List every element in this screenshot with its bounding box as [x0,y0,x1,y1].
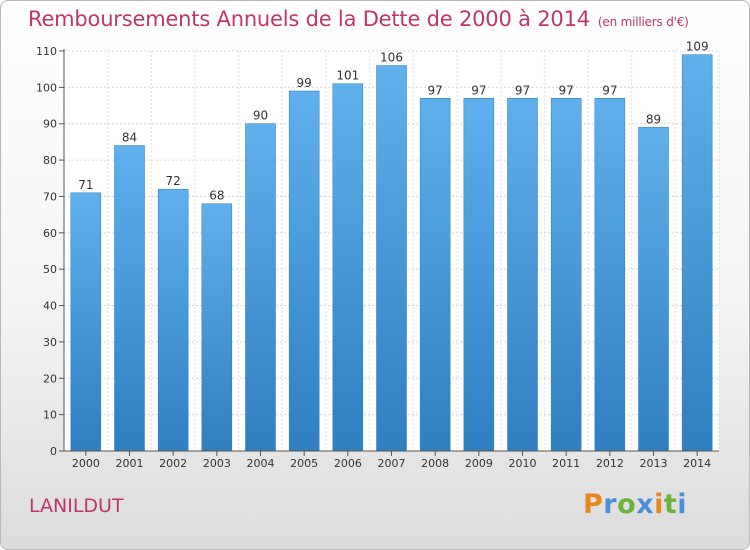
x-tick-label: 2008 [421,457,449,470]
y-tick-label: 110 [36,45,57,58]
y-tick-label: 80 [43,154,57,167]
x-tick-label: 2006 [334,457,362,470]
bar-value-label: 71 [78,178,93,192]
bar [157,188,189,452]
bar [332,83,364,452]
x-tick-label: 2003 [203,457,231,470]
bar-value-label: 97 [428,83,443,97]
bar [288,90,320,452]
y-tick-label: 20 [43,372,57,385]
bar-value-label: 72 [166,174,181,188]
x-tick-label: 2010 [509,457,537,470]
axes: 0 10 20 30 40 50 60 70 80 90 100 110 2000 2001 2002 200… [36,45,719,470]
bar-value-label: 97 [471,83,486,97]
y-tick-label: 10 [43,409,57,422]
y-tick-label: 100 [36,81,57,94]
y-tick-label: 60 [43,227,57,240]
bar-value-label: 84 [122,131,137,145]
logo-letter: t [663,489,678,520]
bar [594,98,626,452]
bar [550,98,582,452]
bar-value-label: 97 [515,83,530,97]
city-name: LANILDUT [29,495,124,517]
bar-value-label: 101 [336,69,359,83]
logo-letter: o [617,489,637,520]
bar [507,98,538,452]
y-tick-label: 30 [43,336,57,349]
logo-letter: i [677,489,688,520]
y-tick-label: 40 [43,300,57,313]
logo-letter: x [636,489,655,520]
x-tick-label: 2009 [465,457,493,470]
bar [245,123,276,452]
x-tick-label: 2012 [596,457,624,470]
bar [201,203,233,452]
bar [638,127,669,452]
bar [70,192,102,452]
x-tick-label: 2002 [159,457,187,470]
bar-value-label: 89 [646,112,661,126]
title-text: Remboursements Annuels de la Dette de 20… [28,7,590,31]
y-tick-label: 70 [43,190,57,203]
x-tick-label: 2013 [640,457,668,470]
x-tick-label: 2005 [290,457,318,470]
bar-value-label: 97 [602,83,617,97]
x-tick-label: 2001 [116,457,144,470]
bar [376,65,407,452]
bar-value-label: 97 [559,83,574,97]
bar-value-label: 99 [297,76,312,90]
x-tick-label: 2007 [378,457,406,470]
proxiti-logo: Proxiti [583,489,687,520]
y-tick-label: 50 [43,263,57,276]
y-tick-label: 0 [50,445,57,458]
bar [114,145,145,452]
bar [463,98,495,452]
x-tick-label: 2011 [552,457,580,470]
y-tick-label: 90 [43,118,57,131]
bar [419,98,451,452]
x-tick-label: 2004 [247,457,275,470]
x-tick-label: 2014 [683,457,711,470]
logo-letter: r [603,489,618,520]
bar [681,54,713,452]
logo-letter: i [654,489,664,520]
bar-value-label: 68 [209,189,224,203]
unit-label: (en milliers d'€) [597,15,689,29]
x-tick-label: 2000 [72,457,100,470]
bars: 71 84 72 68 90 99 101 106 97 97 97 97 97 89 109 [70,40,713,452]
bar-value-label: 90 [253,109,268,123]
logo-letter: P [583,489,604,520]
bar-value-label: 109 [686,40,709,54]
bar-value-label: 106 [380,51,403,65]
chart-title: Remboursements Annuels de la Dette de 20… [28,7,689,31]
